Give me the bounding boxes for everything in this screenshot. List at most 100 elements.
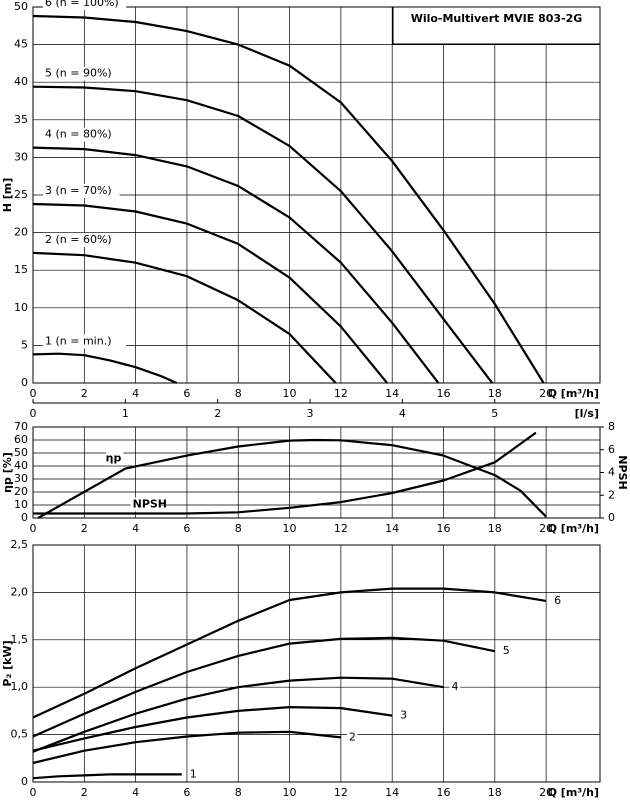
- curve: [32, 251, 337, 384]
- y-tick-label: 1,5: [11, 633, 29, 646]
- x-tick-label: 20: [539, 522, 553, 535]
- x-tick-label: 16: [436, 786, 450, 799]
- y-tick-label: 10: [14, 498, 28, 511]
- y-tick-label: 2,5: [11, 538, 29, 551]
- series-label-bg: [130, 497, 162, 512]
- x-label-bg: [552, 521, 600, 537]
- series-label: 1 (n = min.): [45, 334, 112, 347]
- y-tick-label: 30: [14, 472, 28, 485]
- x2-axis-label: [l/s]: [575, 407, 599, 420]
- y-tick-label: 40: [14, 75, 28, 88]
- title-box: [392, 6, 601, 45]
- x-tick-label: 4: [132, 786, 139, 799]
- series-label-bg: [43, 127, 120, 142]
- x-tick-label: 16: [436, 522, 450, 535]
- x-tick-label: 8: [235, 786, 242, 799]
- y-tick-label: 0: [21, 511, 28, 524]
- x-tick-label: 14: [385, 387, 399, 400]
- y-tick-label: 0: [21, 376, 28, 389]
- curve: [32, 773, 182, 780]
- series-label-bg: [500, 644, 512, 659]
- y2-tick-label: 2: [608, 488, 615, 501]
- x-tick-label: 8: [235, 387, 242, 400]
- x2-tick-label: 4: [399, 407, 406, 420]
- series-label: 6: [554, 594, 561, 607]
- x2-tick-label: 0: [30, 407, 37, 420]
- series-label: 5: [503, 644, 510, 657]
- x-axis-label: Q [m³/h]: [548, 522, 599, 535]
- y-tick-label: 35: [14, 113, 28, 126]
- curve: [32, 587, 547, 719]
- curve: [32, 202, 388, 384]
- series-label-bg: [43, 232, 120, 247]
- x-tick-label: 12: [334, 387, 348, 400]
- series-label-bg: [43, 66, 120, 81]
- series-label-bg: [346, 730, 358, 745]
- series-label: 3 (n = 70%): [45, 184, 112, 197]
- series-label: ηp: [106, 452, 122, 465]
- plot-frame: [32, 426, 601, 519]
- x-tick-label: 4: [132, 387, 139, 400]
- x-tick-label: 10: [283, 786, 297, 799]
- series-label: 5 (n = 90%): [45, 67, 112, 80]
- series-label: 2 (n = 60%): [45, 233, 112, 246]
- series-label-bg: [398, 708, 409, 723]
- curve: [32, 706, 393, 752]
- y-tick-label: 50: [14, 0, 28, 13]
- series-label-bg: [552, 593, 563, 608]
- curve: [33, 431, 537, 515]
- x2-tick-label: 1: [122, 407, 129, 420]
- x-label-bg: [552, 785, 600, 800]
- x-tick-label: 0: [30, 522, 37, 535]
- x-tick-label: 12: [334, 786, 348, 799]
- y-tick-label: 10: [14, 301, 28, 314]
- x-axis-label: Q [m³/h]: [548, 786, 599, 799]
- x-tick-label: 16: [436, 387, 450, 400]
- x-tick-label: 4: [132, 522, 139, 535]
- x-tick-label: 2: [81, 387, 88, 400]
- x-tick-label: 18: [488, 387, 502, 400]
- x-tick-label: 2: [81, 522, 88, 535]
- series-label-bg: [43, 184, 120, 199]
- y-tick-label: 0,5: [11, 728, 29, 741]
- y-tick-label: 40: [14, 459, 28, 472]
- x-tick-label: 18: [488, 786, 502, 799]
- x-tick-label: 0: [30, 786, 37, 799]
- curve: [37, 438, 547, 519]
- x-label-bg: [552, 386, 600, 402]
- y-tick-label: 20: [14, 226, 28, 239]
- x-tick-label: 12: [334, 522, 348, 535]
- y-tick-label: 0: [21, 775, 28, 788]
- y-tick-label: 1,0: [11, 680, 29, 693]
- x-tick-label: 0: [30, 387, 37, 400]
- y2-tick-label: 6: [608, 443, 615, 456]
- series-label-bg: [449, 680, 461, 695]
- y2-tick-label: 4: [608, 466, 615, 479]
- curve: [32, 14, 545, 384]
- series-label: 4: [451, 680, 458, 693]
- series-label-bg: [43, 0, 127, 11]
- series-label: 1: [190, 767, 197, 780]
- series-label-bg: [43, 334, 127, 349]
- y-tick-label: 45: [14, 38, 28, 51]
- x-tick-label: 10: [283, 387, 297, 400]
- x2-tick-label: 3: [307, 407, 314, 420]
- y-tick-label: 60: [14, 433, 28, 446]
- y2-axis-label: NPSH: [616, 455, 629, 489]
- y-tick-label: 25: [14, 188, 28, 201]
- series-label: 6 (n = 100%): [45, 0, 119, 9]
- x-tick-label: 20: [539, 786, 553, 799]
- chart-title: Wilo-Multivert MVIE 803-2G: [411, 12, 583, 25]
- curve: [32, 85, 494, 384]
- y-tick-label: 15: [14, 263, 28, 276]
- y2-tick-label: 0: [608, 511, 615, 524]
- x-tick-label: 18: [488, 522, 502, 535]
- y2-tick-label: 8: [608, 420, 615, 433]
- y-tick-label: 20: [14, 485, 28, 498]
- series-label: 2: [349, 730, 356, 743]
- y-tick-label: 30: [14, 150, 28, 163]
- x2-tick-label: 2: [214, 407, 221, 420]
- series-label: 3: [400, 709, 407, 722]
- series-label: NPSH: [133, 497, 167, 510]
